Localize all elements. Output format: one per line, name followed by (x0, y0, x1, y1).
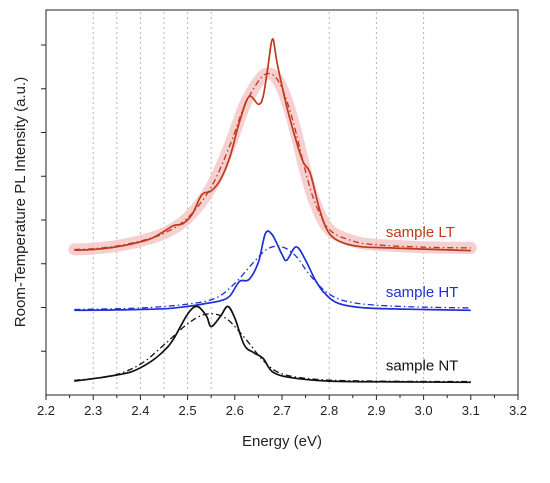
x-tick-label-1: 2.3 (84, 403, 102, 418)
sample-lt-spectrum-line (74, 38, 471, 252)
x-tick-label-9: 3.1 (462, 403, 480, 418)
x-tick-label-5: 2.7 (273, 403, 291, 418)
sample-nt-fit-line (74, 313, 471, 383)
y-axis-label: Room-Temperature PL Intensity (a.u.) (12, 77, 29, 327)
sample-nt-spectrum-line (74, 305, 471, 384)
sample-lt-label: sample LT (386, 224, 455, 241)
sample-nt-label: sample NT (386, 358, 459, 375)
series-labels: sample LT sample HT sample NT (386, 224, 459, 375)
x-tick-label-8: 3.0 (415, 403, 433, 418)
sample-lt-fit-line (74, 72, 471, 251)
x-tick-label-6: 2.8 (320, 403, 338, 418)
vertical-grid (92, 12, 425, 391)
x-tick-label-4: 2.6 (226, 403, 244, 418)
x-tick-label-2: 2.4 (131, 403, 149, 418)
x-tick-label-7: 2.9 (367, 403, 385, 418)
sample-lt-band (68, 67, 477, 256)
x-tick-label-0: 2.2 (37, 403, 55, 418)
x-tick-label-10: 3.2 (509, 403, 527, 418)
sample-ht-fit-line (74, 245, 471, 311)
confidence-bands (68, 67, 477, 256)
x-tick-label-3: 2.5 (179, 403, 197, 418)
x-axis-label: Energy (eV) (242, 433, 322, 450)
sample-ht-spectrum-line (74, 230, 471, 312)
axis-ticks: 2.2 2.3 2.4 2.5 2.6 2.7 2.8 2.9 3.0 3.1 3.2 (37, 44, 527, 418)
sample-ht-label: sample HT (386, 284, 459, 301)
series-lines (74, 38, 471, 384)
